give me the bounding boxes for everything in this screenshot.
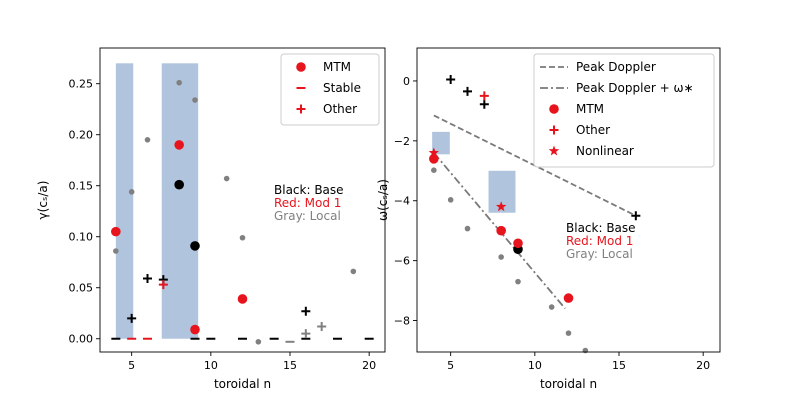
- legend-marker: [548, 145, 560, 156]
- right-panel: 5 10 15 20 0 −2 −4 −6 −8 toroidal n ω(cₛ/a) Black: …: [376, 47, 721, 391]
- highlight-span-0: [115, 63, 134, 339]
- legend-marker: [296, 104, 306, 114]
- y-tick-label: −2: [394, 135, 410, 148]
- point-mod-1-mtm-1: [496, 225, 506, 236]
- y-tick-label: 0.20: [69, 129, 94, 142]
- legend-marker: [549, 104, 559, 114]
- annotation-line: Red: Mod 1: [566, 234, 633, 248]
- left-panel: 5 10 15 20 0.00 0.05 0.10 0.15 0.20 0.25 toroidal …: [36, 47, 386, 391]
- point-local-mtm-2: [464, 225, 471, 232]
- legend-label: MTM: [576, 102, 604, 116]
- axes-frame: [416, 47, 721, 353]
- x-tick-label: 15: [283, 359, 297, 372]
- point-local-mtm-2: [144, 137, 151, 143]
- point-base-other-0: [446, 74, 456, 84]
- point-local-other-0: [301, 329, 311, 339]
- legend-box: [280, 53, 380, 126]
- y-axis-label: γ(cₛ/a): [36, 181, 50, 220]
- x-axis-label: toroidal n: [540, 377, 597, 391]
- legend-label: Other: [576, 123, 610, 137]
- point-local-mtm-5: [223, 175, 230, 182]
- legend-label: Nonlinear: [576, 144, 634, 158]
- point-mod-1-mtm-0: [429, 154, 439, 164]
- x-tick-label: 10: [204, 359, 218, 372]
- annotation-line: Red: Mod 1: [274, 196, 341, 210]
- point-mod-1-other-0: [479, 91, 489, 101]
- point-mod-1-mtm-1: [174, 140, 184, 150]
- point-local-mtm-1: [447, 197, 454, 203]
- point-mod-1-nonlinear-1: [495, 201, 507, 212]
- point-base-other-2: [479, 99, 489, 109]
- annotation-line: Black: Base: [566, 221, 636, 235]
- x-tick-label: 5: [128, 359, 135, 372]
- legend-label: Peak Doppler + ω∗: [576, 81, 694, 95]
- y-axis-label: ω(cₛ/a): [376, 179, 390, 221]
- point-base-other-0: [127, 313, 137, 323]
- point-local-mtm-6: [239, 234, 246, 241]
- point-mod-1-mtm-0: [111, 226, 121, 237]
- point-local-mtm-0: [431, 167, 437, 173]
- annotation-line: Gray: Local: [274, 209, 341, 223]
- point-base-mtm-0: [174, 179, 184, 190]
- y-tick-label: 0.10: [69, 231, 94, 244]
- legend-label: Stable: [323, 81, 361, 95]
- x-tick-label: 20: [696, 359, 710, 372]
- x-axis-label: toroidal n: [214, 377, 271, 391]
- point-local-mtm-4: [515, 278, 521, 285]
- point-mod-1-nonlinear-0: [428, 147, 440, 158]
- point-mod-1-mtm-2: [513, 238, 523, 249]
- point-local-mtm-7: [582, 347, 589, 354]
- legend-label: MTM: [323, 60, 351, 74]
- y-tick-label: 0.15: [69, 180, 94, 193]
- point-local-mtm-4: [192, 97, 198, 103]
- point-local-mtm-1: [128, 189, 135, 195]
- legend-marker: [296, 62, 306, 72]
- point-local-mtm-3: [498, 254, 504, 260]
- point-local-other-1: [317, 321, 327, 331]
- point-base-other-1: [143, 274, 152, 284]
- point-local-mtm-5: [548, 304, 555, 310]
- y-tick-label: 0.25: [69, 78, 94, 91]
- y-tick-label: 0.05: [69, 282, 94, 295]
- point-local-mtm-6: [565, 330, 572, 336]
- highlight-span-1: [161, 63, 199, 339]
- point-local-mtm-0: [113, 248, 119, 254]
- point-mod-1-mtm-2: [190, 324, 200, 335]
- point-mod-1-mtm-3: [563, 293, 574, 303]
- annotation-line: Black: Base: [274, 183, 344, 197]
- x-tick-label: 15: [612, 359, 626, 372]
- point-local-mtm-3: [176, 79, 182, 86]
- point-local-mtm-7: [255, 338, 262, 345]
- legend-label: Peak Doppler: [576, 60, 656, 74]
- point-base-other-3: [301, 306, 311, 316]
- highlight-box-0: [432, 131, 450, 155]
- y-tick-label: 0: [403, 75, 410, 88]
- axes-frame: [99, 47, 386, 353]
- point-base-other-3: [631, 211, 641, 221]
- point-base-other-1: [463, 86, 472, 96]
- y-tick-label: −8: [394, 315, 410, 328]
- x-tick-label: 5: [447, 359, 454, 372]
- y-tick-label: −4: [394, 195, 410, 208]
- point-mod-1-other-0: [158, 280, 168, 290]
- legend-label: Other: [323, 102, 357, 116]
- y-tick-label: 0.00: [69, 333, 94, 346]
- point-base-mtm-1: [190, 241, 200, 251]
- x-tick-label: 10: [528, 359, 542, 372]
- legend-box: [533, 53, 715, 168]
- point-local-mtm-8: [350, 268, 357, 275]
- y-tick-label: −6: [394, 255, 410, 268]
- point-mod-1-mtm-3: [237, 294, 248, 304]
- legend-marker: [549, 125, 559, 135]
- annotation-line: Gray: Local: [566, 247, 633, 261]
- x-tick-label: 20: [362, 359, 376, 372]
